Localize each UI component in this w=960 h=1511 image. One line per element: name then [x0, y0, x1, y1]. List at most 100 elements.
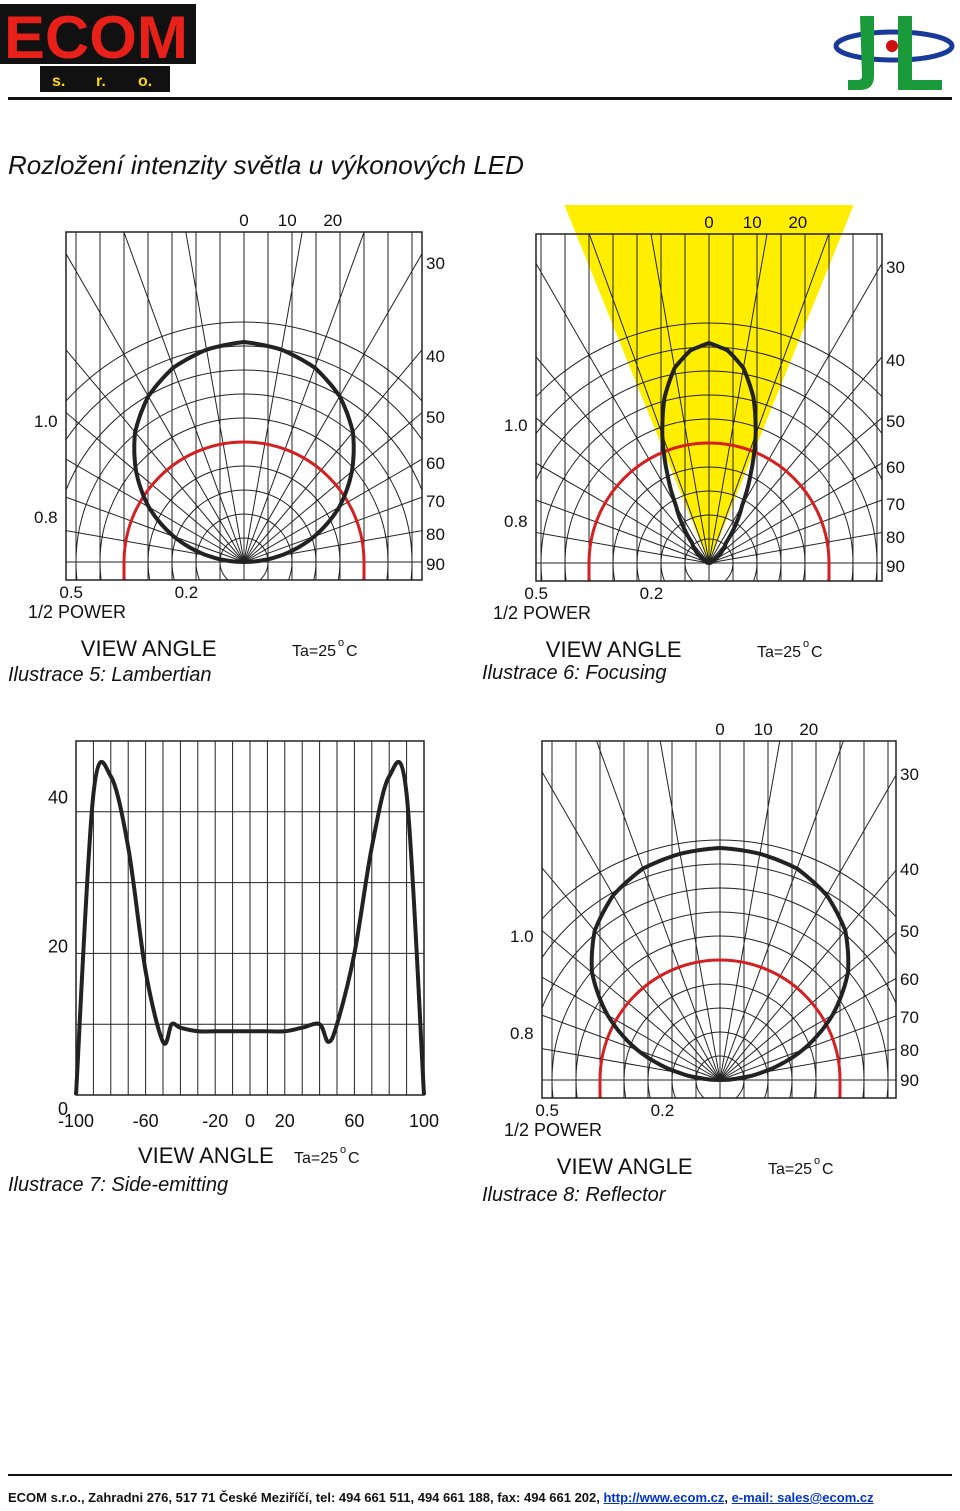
grid-ray: [650, 234, 710, 564]
polar-grid: [536, 234, 882, 581]
intensity-curve: [74, 760, 426, 1096]
intensity-curve: [132, 340, 356, 564]
x-tick--20: -20: [202, 1111, 228, 1131]
angle-label-70: 70: [900, 1008, 919, 1027]
radius-label-0-8: 0.8: [504, 512, 528, 531]
y-tick-20: 20: [48, 936, 68, 956]
angle-label-20: 20: [799, 720, 818, 739]
grid-ray: [243, 530, 422, 563]
jl-logo: JL: [832, 14, 955, 90]
temperature-unit: C: [348, 1150, 360, 1167]
angle-label-50: 50: [886, 412, 905, 431]
ecom-logo-sub-s: s.: [52, 73, 65, 90]
footer-web-link[interactable]: http://www.ecom.cz: [603, 1490, 725, 1505]
plot-frame: [75, 740, 425, 1096]
header-rule: [8, 97, 952, 100]
grid-ray: [719, 741, 781, 1081]
x-tick-100: 100: [409, 1111, 439, 1131]
x-tick--60: -60: [133, 1111, 159, 1131]
angle-label-30: 30: [886, 258, 905, 277]
grid-ray: [536, 356, 710, 564]
grid-ray: [243, 232, 303, 563]
temperature-label: Ta=25: [294, 1150, 338, 1167]
grid-ray: [66, 252, 245, 563]
y-tick-0: 0: [58, 1099, 68, 1119]
lambertian-chart: 0 10 20 30 40 50 60 70 80 90 1.0 0.8 0.5 0.2 1/2 POWER…: [28, 211, 445, 660]
grid-ray: [66, 496, 245, 563]
caption-side-emitting: Ilustrace 7: Side-emitting: [8, 1174, 229, 1196]
half-power-arc: [122, 440, 366, 580]
grid-ray: [708, 531, 882, 564]
grid-ray: [542, 1048, 721, 1081]
view-angle-label: VIEW ANGLE: [546, 637, 682, 662]
radius-label-0-8: 0.8: [34, 508, 58, 527]
grid-ray: [542, 929, 721, 1081]
radius-label-1-0: 1.0: [34, 412, 58, 431]
grid-ray: [708, 417, 882, 564]
temperature-label: Ta=25: [757, 644, 801, 661]
grid-ray: [243, 411, 422, 563]
radius-label-0-2: 0.2: [651, 1101, 675, 1120]
grid-ray: [536, 462, 710, 564]
focusing-chart: 0 10 20 30 40 50 60 70 80 90 1.0 0.8 0.5 0.2 1/2 POWER…: [493, 205, 905, 662]
radius-label-1-0: 1.0: [504, 416, 528, 435]
x-tick-20: 20: [275, 1111, 295, 1131]
angle-label-60: 60: [900, 970, 919, 989]
temperature-degree: o: [338, 637, 344, 649]
angle-label-40: 40: [886, 351, 905, 370]
footer-rule: [8, 1474, 952, 1476]
grid-ray: [243, 458, 422, 563]
grid-ray: [66, 411, 245, 563]
angle-label-50: 50: [426, 408, 445, 427]
grid-ray: [719, 1048, 896, 1081]
grid-ray: [659, 741, 721, 1081]
half-power-label: 1/2 POWER: [504, 1120, 602, 1140]
angle-label-80: 80: [900, 1041, 919, 1060]
grid-ray: [708, 234, 768, 564]
grid-ray: [719, 931, 896, 1081]
footer-address: ECOM s.r.o., Zahradni 276, 517 71 České …: [8, 1490, 604, 1505]
grid-ray: [708, 262, 882, 564]
angle-label-0: 0: [704, 213, 713, 232]
footer: ECOM s.r.o., Zahradni 276, 517 71 České …: [8, 1490, 874, 1505]
grid-ray: [243, 349, 422, 563]
intensity-curve: [660, 341, 758, 565]
temperature-label: Ta=25: [292, 643, 336, 660]
radius-label-0-5: 0.5: [524, 584, 548, 603]
angle-label-40: 40: [426, 347, 445, 366]
grid-ray: [719, 774, 896, 1081]
grid-ray: [536, 531, 710, 564]
y-tick-40: 40: [48, 788, 68, 808]
temperature-degree: o: [814, 1155, 820, 1167]
angle-label-80: 80: [426, 525, 445, 544]
grid-ray: [542, 770, 721, 1081]
grid-ray: [719, 977, 896, 1081]
grid-ray: [243, 252, 422, 563]
ecom-logo-sub-r: r.: [96, 73, 106, 90]
view-angle-label: VIEW ANGLE: [138, 1143, 274, 1168]
temperature-unit: C: [346, 643, 358, 660]
grid-ray: [185, 232, 245, 563]
grid-ray: [542, 867, 721, 1081]
grid-ray: [708, 499, 882, 564]
page-title: Rozložení intenzity světla u výkonových …: [8, 150, 524, 180]
angle-label-10: 10: [754, 720, 773, 739]
temperature-degree: o: [803, 638, 809, 650]
ecom-logo-word: ECOM: [4, 4, 188, 71]
footer-email-link[interactable]: e-mail: sales@ecom.cz: [731, 1490, 874, 1505]
jl-logo-text: JL: [832, 14, 834, 15]
angle-label-60: 60: [886, 458, 905, 477]
angle-label-50: 50: [900, 922, 919, 941]
half-power-arc: [587, 441, 831, 581]
plot-frame: [541, 740, 897, 1099]
grid-ray: [66, 349, 245, 563]
angle-label-70: 70: [886, 495, 905, 514]
grid-ray: [243, 496, 422, 563]
angle-label-70: 70: [426, 492, 445, 511]
angle-label-90: 90: [886, 557, 905, 576]
radius-label-0-5: 0.5: [59, 583, 83, 602]
grid-ray: [536, 262, 710, 564]
angle-label-0: 0: [239, 211, 248, 230]
grid-ray: [66, 458, 245, 563]
